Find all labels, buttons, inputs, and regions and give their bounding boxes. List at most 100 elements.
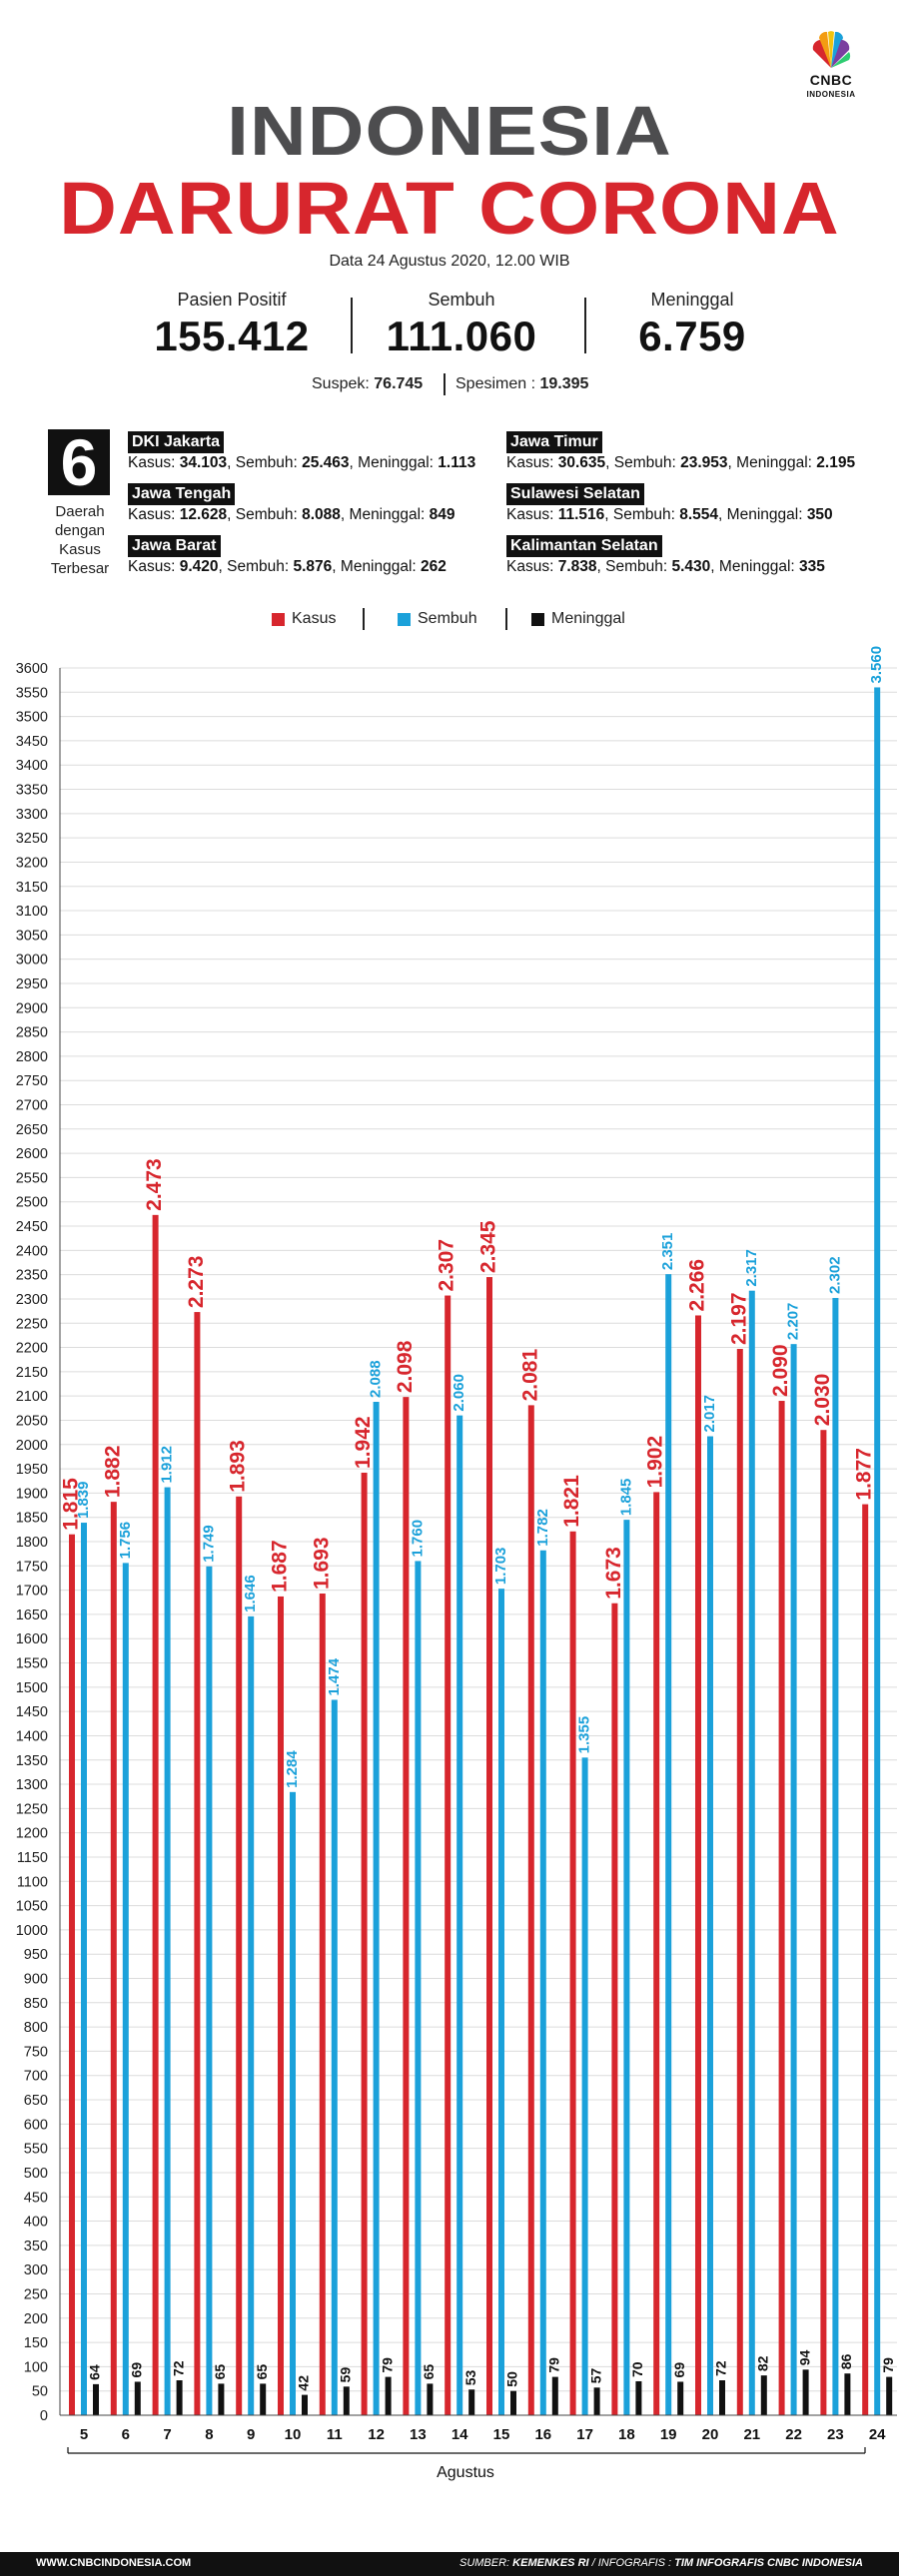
- y-tick-label: 2650: [16, 1122, 48, 1138]
- y-tick-label: 3350: [16, 783, 48, 799]
- bar-meninggal: [134, 2381, 141, 2415]
- x-tick-label: 6: [122, 2426, 130, 2443]
- y-tick-label: 2700: [16, 1098, 48, 1114]
- data-label-sembuh: 1.839: [75, 1481, 92, 1519]
- region-name: DKI Jakarta: [128, 431, 225, 453]
- legend-sembuh: Sembuh: [418, 610, 477, 627]
- bar-kasus: [736, 1349, 743, 2415]
- bar-kasus: [611, 1603, 618, 2415]
- region-name: Sulawesi Selatan: [506, 483, 644, 505]
- bar-meninggal: [802, 2369, 809, 2415]
- data-label-meninggal: 72: [713, 2360, 729, 2376]
- x-tick-label: 14: [451, 2426, 468, 2443]
- y-tick-label: 1800: [16, 1535, 48, 1551]
- logo-word: CNBC: [809, 72, 853, 88]
- x-tick-label: 20: [702, 2426, 719, 2443]
- bar-kasus: [445, 1295, 451, 2415]
- y-tick-label: 3100: [16, 904, 48, 920]
- bar-meninggal: [302, 2394, 308, 2415]
- data-label-sembuh: 1.474: [326, 1657, 343, 1695]
- spesimen-label: Spesimen :: [455, 375, 536, 392]
- y-tick-label: 2800: [16, 1049, 48, 1065]
- bar-kasus: [69, 1534, 75, 2415]
- y-tick-label: 550: [24, 2142, 48, 2158]
- x-tick-label: 12: [368, 2426, 385, 2443]
- data-label-kasus: 2.266: [686, 1259, 709, 1312]
- bar-kasus: [110, 1502, 117, 2415]
- footer-website[interactable]: WWW.CNBCINDONESIA.COM: [36, 2557, 192, 2569]
- dateline: Data 24 Agustus 2020, 12.00 WIB: [329, 253, 570, 270]
- data-label-sembuh: 1.749: [200, 1525, 217, 1563]
- chart-grid: [59, 667, 897, 2416]
- data-label-sembuh: 2.351: [659, 1233, 676, 1271]
- data-label-kasus: 2.197: [727, 1292, 750, 1345]
- bar-kasus: [778, 1401, 785, 2415]
- region-stats: Kasus: 34.103, Sembuh: 25.463, Meninggal…: [128, 454, 476, 471]
- y-tick-label: 200: [24, 2311, 48, 2327]
- data-label-kasus: 1.877: [853, 1448, 876, 1501]
- bar-sembuh: [539, 1550, 546, 2415]
- bar-kasus: [569, 1531, 576, 2415]
- y-tick-label: 950: [24, 1947, 48, 1963]
- y-tick-label: 1250: [16, 1801, 48, 1817]
- bar-meninggal: [510, 2390, 516, 2415]
- bar-kasus: [527, 1405, 534, 2415]
- y-tick-label: 0: [40, 2408, 48, 2424]
- bar-kasus: [319, 1594, 326, 2415]
- stat-divider: [584, 298, 586, 353]
- x-tick-label: 7: [163, 2426, 171, 2443]
- bar-meninggal: [593, 2387, 600, 2415]
- bar-kasus: [653, 1492, 660, 2415]
- data-label-meninggal: 79: [379, 2357, 395, 2373]
- stat-divider: [351, 298, 353, 353]
- title-line1: INDONESIA: [227, 92, 672, 170]
- legend-kasus-swatch: [272, 613, 285, 626]
- data-label-kasus: 2.307: [436, 1239, 458, 1292]
- legend-meninggal-swatch: [531, 613, 544, 626]
- y-tick-label: 2400: [16, 1243, 48, 1259]
- data-label-meninggal: 53: [462, 2369, 478, 2385]
- y-tick-label: 2150: [16, 1365, 48, 1381]
- x-tick-label: 21: [743, 2426, 760, 2443]
- bar-kasus: [236, 1496, 243, 2415]
- y-tick-label: 1650: [16, 1608, 48, 1623]
- bar-sembuh: [415, 1561, 422, 2415]
- data-label-kasus: 2.473: [143, 1158, 166, 1211]
- data-label-meninggal: 79: [546, 2357, 562, 2373]
- data-label-sembuh: 1.760: [409, 1520, 426, 1558]
- bar-meninggal: [93, 2383, 99, 2415]
- data-label-sembuh: 2.317: [743, 1249, 760, 1287]
- data-label-sembuh: 2.060: [450, 1374, 467, 1412]
- bar-sembuh: [665, 1274, 672, 2415]
- region-item: Kalimantan Selatan Kasus: 7.838, Sembuh: …: [506, 535, 899, 576]
- region-stats: Kasus: 7.838, Sembuh: 5.430, Meninggal: …: [506, 558, 825, 575]
- data-label-sembuh: 1.782: [534, 1509, 551, 1547]
- bar-kasus: [486, 1277, 492, 2415]
- y-tick-label: 2450: [16, 1219, 48, 1235]
- data-label-meninggal: 65: [212, 2364, 228, 2380]
- region-name: Jawa Timur: [506, 431, 602, 453]
- data-label-kasus: 2.273: [185, 1256, 208, 1309]
- region-item: Jawa Tengah Kasus: 12.628, Sembuh: 8.088,…: [128, 483, 537, 524]
- region-item: Sulawesi Selatan Kasus: 11.516, Sembuh: 8…: [506, 483, 899, 524]
- data-label-meninggal: 50: [504, 2371, 520, 2387]
- x-tick-label: 9: [247, 2426, 255, 2443]
- x-tick-label: 19: [660, 2426, 677, 2443]
- y-tick-label: 1600: [16, 1631, 48, 1647]
- y-axis-ticks: 0 50 100 150 200 250 300 350 400 450 500 550 600 650 7…: [16, 661, 48, 2424]
- y-tick-label: 2250: [16, 1316, 48, 1332]
- y-tick-label: 2500: [16, 1195, 48, 1211]
- bar-sembuh: [581, 1757, 588, 2415]
- y-tick-label: 3300: [16, 807, 48, 823]
- bar-meninggal: [427, 2383, 434, 2415]
- bar-sembuh: [790, 1344, 797, 2415]
- region-item: DKI Jakarta Kasus: 34.103, Sembuh: 25.463…: [128, 431, 537, 472]
- y-tick-label: 2050: [16, 1413, 48, 1429]
- bar-sembuh: [81, 1523, 87, 2415]
- bar-meninggal: [760, 2375, 767, 2415]
- data-label-kasus: 1.882: [101, 1446, 124, 1499]
- data-label-sembuh: 2.017: [701, 1395, 718, 1433]
- y-tick-label: 600: [24, 2117, 48, 2133]
- data-label-meninggal: 94: [796, 2350, 812, 2366]
- bar-kasus: [403, 1397, 410, 2415]
